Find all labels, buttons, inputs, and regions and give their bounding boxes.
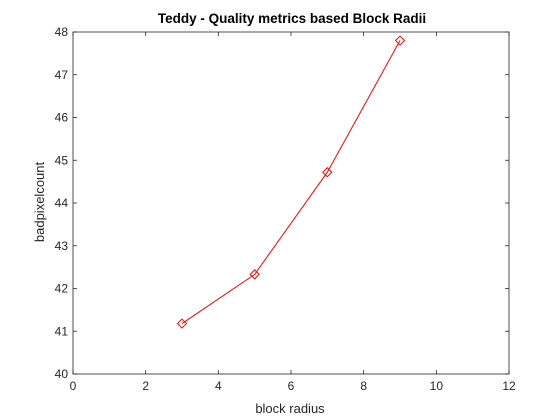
y-tick-label: 40 [55, 367, 69, 381]
x-tick-label: 6 [288, 379, 295, 393]
data-point-diamond [249, 269, 260, 280]
data-point-diamond [176, 318, 188, 329]
axes-box [72, 31, 510, 375]
x-tick-label: 8 [360, 379, 367, 393]
x-tick-label: 0 [70, 379, 77, 393]
y-tick-label: 47 [55, 68, 69, 82]
y-tick-label: 42 [55, 282, 69, 296]
y-tick-label: 43 [55, 239, 69, 253]
y-axis-label: badpixelcount [32, 162, 47, 243]
y-tick-label: 48 [55, 25, 69, 39]
y-tick-label: 45 [55, 153, 69, 167]
chart-title: Teddy - Quality metrics based Block Radi… [158, 11, 426, 26]
data-point-diamond [394, 35, 406, 46]
x-tick-label: 10 [430, 379, 444, 393]
x-tick-label: 2 [142, 379, 149, 393]
y-tick-label: 44 [55, 196, 69, 210]
series-line [181, 40, 401, 324]
y-tick-label: 41 [55, 324, 69, 338]
x-tick-label: 4 [215, 379, 222, 393]
data-point-diamond [322, 167, 333, 178]
x-tick-label: 12 [502, 379, 516, 393]
y-tick-label: 46 [55, 111, 69, 125]
x-axis-label: block radius [255, 401, 325, 416]
